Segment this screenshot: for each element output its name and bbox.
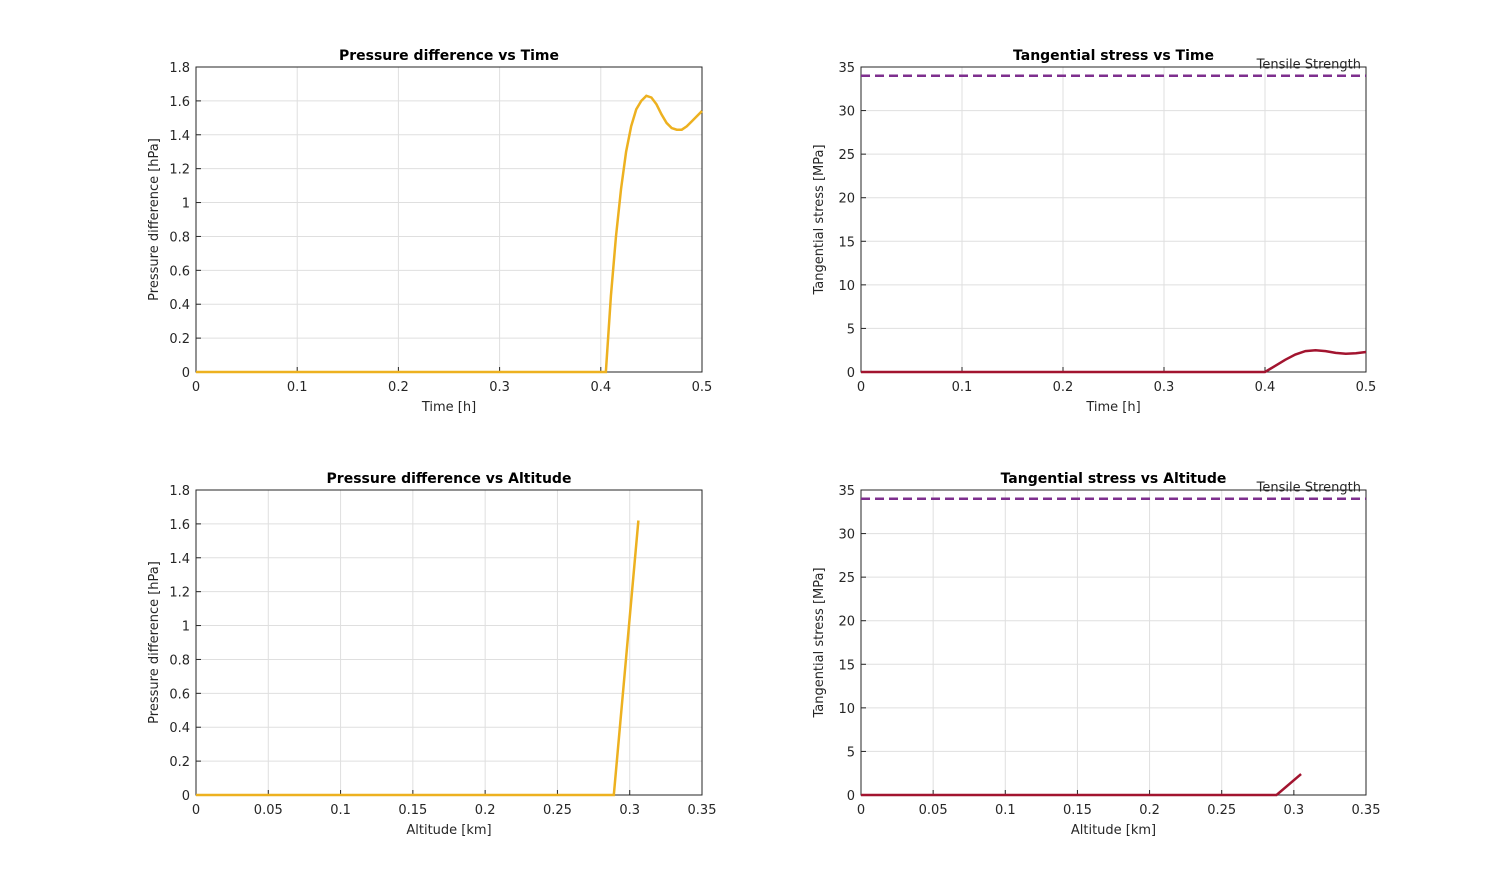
y-tick-label: 20 <box>838 192 855 207</box>
y-tick-label: 1.8 <box>169 484 190 499</box>
x-tick-label: 0.35 <box>688 803 717 818</box>
y-axis-label: Tangential stress [MPa] <box>812 567 827 718</box>
y-tick-label: 0.8 <box>169 653 190 668</box>
y-tick-label: 0.2 <box>169 332 190 347</box>
plot-area <box>196 67 702 372</box>
x-tick-label: 0.5 <box>1356 380 1377 395</box>
x-tick-label: 0.4 <box>1255 380 1276 395</box>
y-tick-label: 5 <box>847 322 855 337</box>
x-tick-label: 0.3 <box>1154 380 1175 395</box>
subplot: 0 0.05 0.1 0.15 0.2 0.25 0.3 0.35 0 0.2 0.4 0.6 0.8 1… <box>147 471 716 838</box>
chart-title: Tangential stress vs Altitude <box>1001 471 1227 487</box>
y-tick-label: 10 <box>838 279 855 294</box>
y-tick-label: 30 <box>838 105 855 120</box>
x-tick-label: 0.2 <box>1139 803 1160 818</box>
y-tick-label: 1.2 <box>169 586 190 601</box>
y-tick-label: 0.6 <box>169 264 190 279</box>
x-tick-label: 0 <box>857 380 865 395</box>
x-tick-label: 0.25 <box>543 803 572 818</box>
x-tick-label: 0.15 <box>398 803 427 818</box>
y-axis-label: Tangential stress [MPa] <box>812 144 827 295</box>
y-tick-label: 0 <box>182 789 190 804</box>
x-tick-label: 0.3 <box>489 380 510 395</box>
y-tick-label: 35 <box>838 484 855 499</box>
x-tick-label: 0.3 <box>619 803 640 818</box>
y-tick-label: 1.2 <box>169 163 190 178</box>
y-tick-label: 1 <box>182 197 190 212</box>
y-tick-label: 5 <box>847 745 855 760</box>
x-axis-label: Time [h] <box>1085 400 1140 415</box>
x-axis-label: Time [h] <box>421 400 476 415</box>
x-tick-label: 0.1 <box>287 380 308 395</box>
y-tick-label: 1.4 <box>169 552 190 567</box>
y-tick-label: 0 <box>182 366 190 381</box>
reference-label: Tensile Strength <box>1256 481 1361 496</box>
x-tick-label: 0 <box>192 380 200 395</box>
y-tick-label: 10 <box>838 702 855 717</box>
x-tick-label: 0.35 <box>1352 803 1381 818</box>
x-tick-label: 0.2 <box>475 803 496 818</box>
data-line <box>861 348 1367 374</box>
x-tick-label: 0.4 <box>590 380 611 395</box>
y-tick-label: 0.4 <box>169 298 190 313</box>
x-tick-label: 0.1 <box>952 380 973 395</box>
data-line <box>196 520 640 797</box>
y-tick-label: 1.6 <box>169 95 190 110</box>
x-tick-label: 0.3 <box>1284 803 1305 818</box>
plot-area <box>861 67 1366 372</box>
y-tick-label: 0.4 <box>169 721 190 736</box>
y-tick-label: 0 <box>847 366 855 381</box>
chart-title: Pressure difference vs Altitude <box>327 471 572 487</box>
x-tick-label: 0.2 <box>1053 380 1074 395</box>
y-tick-label: 25 <box>838 148 855 163</box>
y-tick-label: 15 <box>838 235 855 250</box>
y-tick-label: 1.8 <box>169 61 190 76</box>
plot-area <box>196 490 702 795</box>
y-tick-label: 35 <box>838 61 855 76</box>
y-tick-label: 0.6 <box>169 687 190 702</box>
x-tick-label: 0 <box>192 803 200 818</box>
data-line <box>861 773 1302 797</box>
x-tick-label: 0.25 <box>1207 803 1236 818</box>
x-tick-label: 0.1 <box>995 803 1016 818</box>
y-tick-label: 30 <box>838 528 855 543</box>
x-axis-label: Altitude [km] <box>1071 823 1156 838</box>
x-tick-label: 0.05 <box>254 803 283 818</box>
y-tick-label: 0 <box>847 789 855 804</box>
chart-title: Tangential stress vs Time <box>1013 48 1214 64</box>
y-axis-label: Pressure difference [hPa] <box>147 138 162 301</box>
reference-label: Tensile Strength <box>1256 58 1361 73</box>
x-tick-label: 0.2 <box>388 380 409 395</box>
x-tick-label: 0 <box>857 803 865 818</box>
chart-title: Pressure difference vs Time <box>339 48 559 64</box>
y-tick-label: 1 <box>182 620 190 635</box>
x-tick-label: 0.15 <box>1063 803 1092 818</box>
subplot: 0 0.1 0.2 0.3 0.4 0.5 0 5 10 15 20 25 30 35 Tangential… <box>812 48 1376 415</box>
x-tick-label: 0.1 <box>330 803 351 818</box>
x-tick-label: 0.05 <box>919 803 948 818</box>
y-tick-label: 25 <box>838 571 855 586</box>
plot-area <box>861 490 1366 795</box>
y-tick-label: 0.8 <box>169 230 190 245</box>
y-tick-label: 15 <box>838 658 855 673</box>
y-axis-label: Pressure difference [hPa] <box>147 561 162 724</box>
data-line <box>196 94 703 374</box>
y-tick-label: 1.4 <box>169 129 190 144</box>
subplot: 0 0.1 0.2 0.3 0.4 0.5 0 0.2 0.4 0.6 0.8 1 1.2 1.4 1.6 1… <box>147 48 712 415</box>
x-axis-label: Altitude [km] <box>406 823 491 838</box>
subplot: 0 0.05 0.1 0.15 0.2 0.25 0.3 0.35 0 5 10 15 20 25 30 35… <box>812 471 1380 838</box>
y-tick-label: 0.2 <box>169 755 190 770</box>
x-tick-label: 0.5 <box>692 380 713 395</box>
y-tick-label: 1.6 <box>169 518 190 533</box>
y-tick-label: 20 <box>838 615 855 630</box>
